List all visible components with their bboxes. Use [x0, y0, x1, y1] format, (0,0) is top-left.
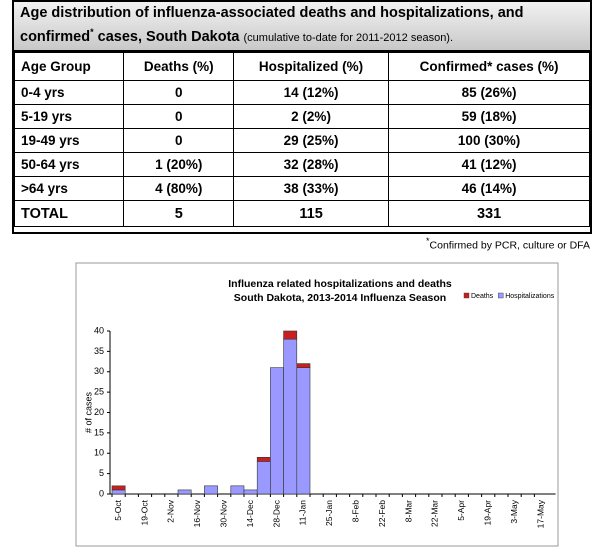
table-cell: 0 — [123, 80, 234, 105]
table-cell: Age Group — [13, 52, 125, 81]
y-tick-label: 35 — [94, 346, 104, 356]
x-tick-label: 14-Dec — [245, 499, 255, 527]
x-tick-label: 16-Nov — [192, 499, 202, 527]
table-cell: 331 — [388, 200, 590, 227]
bar-segment — [177, 489, 192, 495]
table-cell: 5-19 yrs — [13, 104, 125, 129]
y-tick-label: 15 — [94, 427, 104, 437]
chart-title: Influenza related hospitalizations and d… — [228, 278, 452, 290]
table-cell: 50-64 yrs — [13, 152, 125, 177]
data-table: Age Group Deaths (%) Hospitalized (%) Confi… — [13, 52, 590, 227]
header-row: Age Group Deaths (%) Hospitalized (%) Confi… — [13, 52, 590, 81]
title-asterisk: * — [90, 27, 94, 37]
title-text: cases, South Dakota — [93, 28, 240, 45]
table-cell: 115 — [232, 200, 390, 227]
x-tick-label: 8-Mar — [403, 500, 413, 522]
bar-segment — [230, 485, 245, 495]
legend-label: Hospitalizations — [505, 293, 555, 300]
table-cell: 41 (12%) — [388, 152, 590, 177]
y-axis-label: # of cases — [83, 391, 93, 433]
y-tick-label: 5 — [99, 468, 104, 478]
table-cell: 2 (2%) — [232, 104, 390, 129]
title-text: Age distribution of influenza-associated… — [20, 5, 524, 45]
x-tick-label: 8-Feb — [350, 500, 360, 522]
table-panel: Age distribution of influenza-associated… — [12, 0, 592, 234]
table-row: 5-19 yrs 0 2 (2%) 59 (18%) — [13, 104, 590, 129]
title-note: (cumulative to-date for 2011-2012 season… — [243, 31, 454, 44]
y-tick-label: 25 — [94, 387, 104, 397]
table-row: 0-4 yrs 0 14 (12%) 85 (26%) — [13, 80, 590, 105]
y-tick-label: 10 — [94, 448, 104, 458]
y-tick-label: 40 — [94, 325, 104, 335]
legend-label: Deaths — [471, 293, 494, 300]
bar-segment — [256, 457, 271, 462]
chart-frame — [75, 262, 559, 547]
chart-title: South Dakota, 2013-2014 Influenza Season — [234, 292, 446, 304]
bar-segment — [256, 461, 271, 495]
x-tick-label: 3-May — [509, 499, 519, 523]
table-cell: Hospitalized (%) — [232, 52, 390, 81]
x-tick-label: 19-Oct — [139, 499, 149, 525]
x-tick-label: 25-Jan — [324, 500, 334, 526]
y-tick-label: 0 — [99, 488, 104, 498]
bar-segment — [296, 363, 311, 368]
x-tick-label: 5-Apr — [456, 500, 466, 521]
bar-segment — [270, 367, 284, 495]
bar-segment — [111, 485, 126, 491]
x-tick-label: 28-Dec — [271, 499, 281, 527]
table-row: 19-49 yrs 0 29 (25%) 100 (30%) — [13, 128, 590, 153]
bar-segment — [243, 489, 258, 495]
x-tick-label: 22-Mar — [430, 500, 440, 527]
x-tick-label: 2-Nov — [166, 499, 176, 522]
bar-segment — [283, 338, 298, 495]
table-cell: 100 (30%) — [388, 128, 590, 153]
table-cell: TOTAL — [13, 200, 125, 227]
bar-segment — [111, 489, 126, 495]
table-cell: 59 (18%) — [388, 104, 590, 129]
x-tick-label: 17-May — [535, 499, 545, 528]
table-cell: 5 — [123, 200, 234, 227]
x-tick-label: 11-Jan — [298, 500, 308, 526]
x-tick-label: 22-Feb — [377, 500, 387, 527]
footnote-text: Confirmed by PCR, culture or DFA — [429, 239, 590, 252]
table-cell: 14 (12%) — [232, 80, 390, 105]
y-tick-label: 30 — [94, 366, 104, 376]
x-tick-label: 5-Oct — [113, 499, 123, 520]
legend-swatch — [463, 292, 470, 299]
footnote-asterisk: * — [426, 236, 430, 246]
x-tick-label: 30-Nov — [218, 499, 228, 527]
table-title: Age distribution of influenza-associated… — [14, 2, 590, 52]
bar-segment — [283, 330, 298, 340]
table-cell: 19-49 yrs — [13, 128, 125, 153]
table-cell: 4 (80%) — [123, 176, 234, 201]
y-tick-label: 20 — [94, 407, 104, 417]
x-tick-label: 19-Apr — [482, 500, 492, 526]
bar-segment — [204, 485, 218, 495]
legend-swatch — [497, 292, 504, 299]
bar-segment — [296, 367, 311, 495]
footnote: *Confirmed by PCR, culture or DFA — [426, 236, 590, 252]
table-row: TOTAL 5 115 331 — [13, 200, 590, 227]
